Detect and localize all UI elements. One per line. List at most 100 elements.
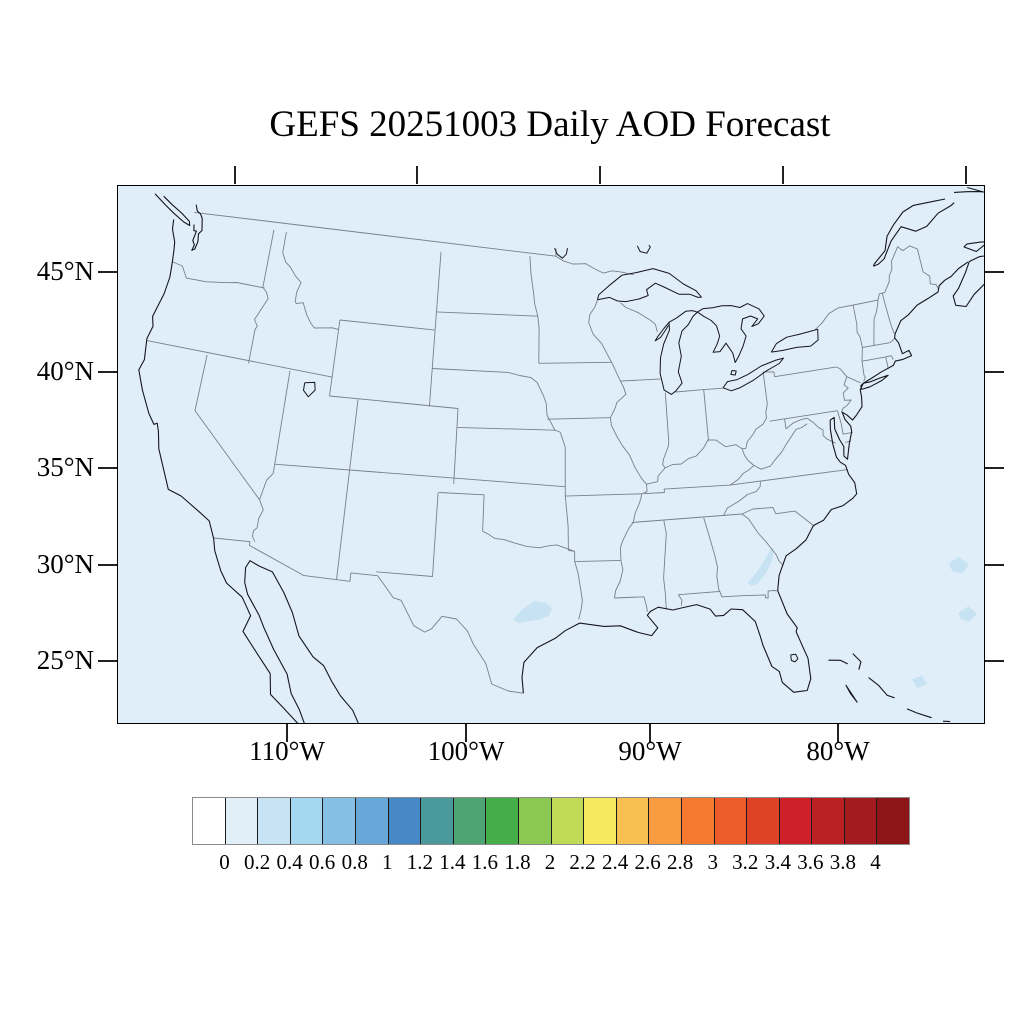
aod-patch bbox=[747, 547, 774, 587]
lat-tick-right bbox=[985, 271, 1004, 273]
state-border bbox=[376, 492, 439, 577]
colorbar-tick-label: 1 bbox=[382, 850, 393, 874]
lon-tick-top bbox=[599, 166, 601, 184]
state-border bbox=[282, 232, 339, 331]
colorbar-tick-label: 1.4 bbox=[439, 850, 466, 874]
aod-patch-layer bbox=[513, 547, 978, 688]
coastline bbox=[138, 219, 359, 723]
state-border bbox=[529, 256, 539, 317]
colorbar-tick-label: 3 bbox=[707, 850, 718, 874]
lat-tick-right bbox=[985, 660, 1004, 662]
state-border bbox=[613, 560, 624, 599]
state-border bbox=[861, 361, 866, 382]
state-border bbox=[881, 293, 895, 335]
state-border-layer bbox=[146, 211, 940, 694]
coastline bbox=[952, 255, 984, 308]
state-border bbox=[537, 316, 540, 364]
state-border bbox=[852, 305, 863, 348]
lon-tick-bottom bbox=[465, 724, 467, 742]
colorbar-cell bbox=[616, 798, 650, 844]
state-border bbox=[546, 417, 611, 420]
state-border bbox=[482, 530, 575, 552]
state-border bbox=[377, 575, 524, 694]
coastline bbox=[521, 261, 969, 694]
lat-tick-label: 35°N bbox=[36, 452, 94, 482]
colorbar-cell bbox=[290, 798, 324, 844]
state-border bbox=[885, 356, 889, 369]
aod-patch bbox=[958, 606, 978, 622]
colorbar-cell bbox=[258, 798, 291, 844]
state-border bbox=[428, 330, 436, 407]
colorbar-tick-label: 3.2 bbox=[732, 850, 759, 874]
colorbar-tick-label: 1.2 bbox=[406, 850, 433, 874]
colorbar-cell bbox=[193, 798, 226, 844]
state-border bbox=[862, 337, 896, 348]
state-border bbox=[555, 255, 634, 276]
state-border bbox=[339, 319, 436, 331]
state-border bbox=[678, 590, 777, 599]
aod-patch bbox=[948, 556, 969, 574]
lat-tick-right bbox=[985, 467, 1004, 469]
coastline-layer bbox=[138, 186, 984, 723]
lon-tick-label: 110°W bbox=[249, 736, 325, 766]
coastline bbox=[845, 684, 858, 703]
lat-tick-left bbox=[98, 660, 117, 662]
aod-patch bbox=[513, 600, 552, 623]
lat-tick-left bbox=[98, 564, 117, 566]
state-border bbox=[753, 423, 808, 470]
state-border bbox=[536, 382, 556, 431]
lake-layer bbox=[303, 244, 819, 663]
state-border bbox=[741, 448, 755, 466]
lake-outline bbox=[790, 653, 799, 663]
lat-tick-right bbox=[985, 564, 1004, 566]
state-border bbox=[861, 355, 892, 362]
state-border bbox=[722, 481, 761, 517]
colorbar bbox=[192, 797, 910, 845]
state-border bbox=[762, 371, 768, 405]
state-border bbox=[329, 319, 341, 397]
lon-tick-bottom bbox=[649, 724, 651, 742]
lake-outline bbox=[597, 268, 702, 303]
plot-title: GEFS 20251003 Daily AOD Forecast bbox=[269, 104, 831, 145]
colorbar-cell bbox=[225, 798, 259, 844]
lon-tick-top bbox=[416, 166, 418, 184]
lat-tick-left bbox=[98, 271, 117, 273]
colorbar-cell bbox=[518, 798, 552, 844]
coastline bbox=[860, 374, 889, 390]
coastline bbox=[916, 712, 932, 719]
colorbar-cell bbox=[681, 798, 715, 844]
state-border bbox=[588, 299, 648, 561]
coastline bbox=[953, 186, 984, 193]
lake-outline bbox=[303, 381, 316, 398]
state-border bbox=[873, 300, 879, 346]
colorbar-tick-label: 2.8 bbox=[667, 850, 694, 874]
colorbar-cell bbox=[747, 798, 780, 844]
colorbar-cell bbox=[714, 798, 748, 844]
state-border bbox=[703, 517, 721, 592]
colorbar-tick-label: 0 bbox=[219, 850, 230, 874]
lake-outline bbox=[654, 321, 670, 342]
state-border bbox=[564, 496, 576, 562]
colorbar-cell bbox=[421, 798, 454, 844]
state-border bbox=[336, 399, 359, 580]
state-border bbox=[662, 392, 670, 469]
colorbar-tick-label: 2 bbox=[544, 850, 556, 874]
lon-tick-label: 80°W bbox=[806, 736, 870, 766]
state-border bbox=[677, 594, 683, 606]
state-border bbox=[434, 252, 442, 331]
state-border bbox=[631, 513, 742, 523]
colorbar-tick-label: 0.6 bbox=[309, 850, 336, 874]
state-border bbox=[729, 465, 755, 486]
state-border bbox=[213, 537, 378, 582]
colorbar-cell bbox=[779, 798, 813, 844]
forecast-map bbox=[117, 185, 985, 724]
state-border bbox=[769, 410, 838, 422]
state-border bbox=[620, 302, 658, 333]
state-border bbox=[877, 245, 940, 301]
colorbar-cell bbox=[355, 798, 389, 844]
lat-tick-label: 40°N bbox=[36, 356, 94, 386]
colorbar-cell bbox=[649, 798, 682, 844]
state-border bbox=[565, 493, 642, 497]
coastline bbox=[191, 204, 203, 251]
state-border bbox=[194, 354, 260, 500]
